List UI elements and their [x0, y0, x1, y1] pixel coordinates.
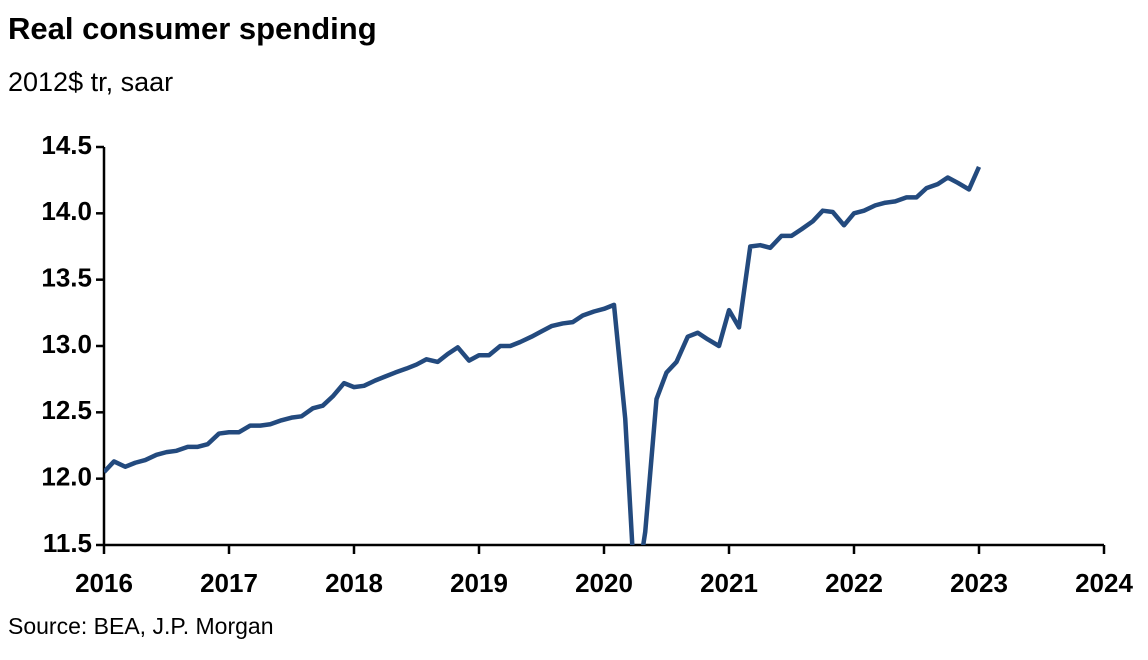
chart-subtitle: 2012$ tr, saar [8, 67, 173, 97]
x-tick-label: 2016 [75, 568, 133, 598]
y-tick-label: 14.0 [41, 196, 92, 226]
source-note: Source: BEA, J.P. Morgan [8, 613, 274, 639]
x-tick-label: 2019 [450, 568, 508, 598]
data-line [104, 165, 982, 545]
x-tick-label: 2023 [950, 568, 1008, 598]
x-tick-label: 2021 [700, 568, 758, 598]
chart-title: Real consumer spending [8, 11, 377, 46]
y-tick-label: 13.5 [41, 263, 92, 293]
x-tick-label: 2020 [575, 568, 633, 598]
y-tick-label: 14.5 [41, 130, 92, 160]
x-tick-label: 2017 [200, 568, 258, 598]
y-tick-label: 12.0 [41, 462, 92, 492]
y-tick-label: 12.5 [41, 395, 92, 425]
x-tick-label: 2022 [825, 568, 883, 598]
y-tick-label: 11.5 [43, 528, 92, 558]
y-tick-label: 13.0 [41, 329, 92, 359]
x-tick-label: 2018 [325, 568, 383, 598]
x-tick-label: 2024 [1075, 568, 1133, 598]
